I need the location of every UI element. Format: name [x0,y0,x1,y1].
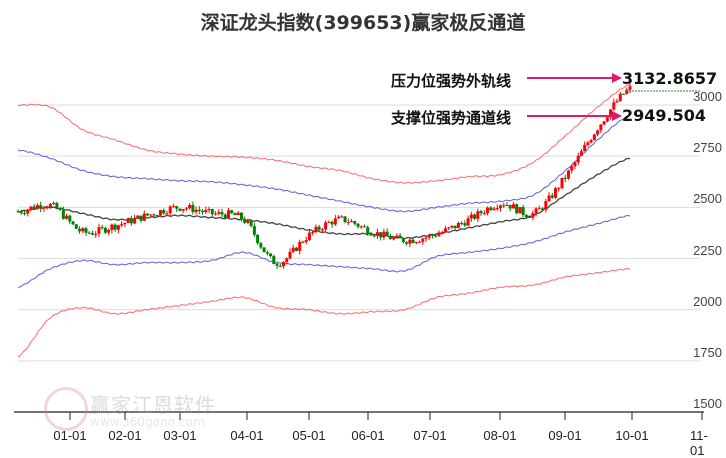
channel-lines [17,84,631,358]
y-tick-label: 1750 [693,344,722,360]
support-line-label: 支撑位强势通道线 [391,109,512,127]
support-line-value: 2949.504 [622,106,707,125]
candlesticks [16,83,700,269]
watermark-text: 赢家江恩软件 [90,393,216,417]
y-tick-label: 2250 [693,242,722,258]
x-tick-label: 07-01 [413,428,447,443]
y-tick-label: 2500 [693,191,722,207]
upper-rail-label: 压力位强势外轨线 [391,72,512,90]
chart-title: 深证龙头指数(399653)赢家极反通道 [200,12,526,34]
x-tick-label: 03-01 [163,428,197,443]
x-tick-label: 11-01 [690,428,708,458]
annotation-arrows [527,73,622,121]
grid-lines [18,104,700,362]
x-tick-label: 10-01 [615,428,649,443]
x-axis [14,411,704,420]
x-tick-label: 01-01 [53,428,87,443]
upper-rail-value: 3132.8657 [622,69,718,88]
y-tick-label: 3000 [693,89,722,104]
x-tick-label: 05-01 [292,428,326,443]
x-tick-label: 08-01 [483,428,517,443]
watermark: 赢家江恩软件 www.360gann.com [44,385,234,435]
x-tick-label: 02-01 [108,428,142,443]
watermark-seal-icon [44,387,88,431]
x-tick-label: 06-01 [351,428,385,443]
x-tick-label: 09-01 [548,428,582,443]
y-tick-label: 2750 [693,140,722,156]
y-tick-label: 2000 [693,293,722,309]
y-tick-label: 1500 [693,396,722,411]
x-tick-label: 04-01 [230,428,264,443]
watermark-url: www.360gann.com [90,415,205,429]
